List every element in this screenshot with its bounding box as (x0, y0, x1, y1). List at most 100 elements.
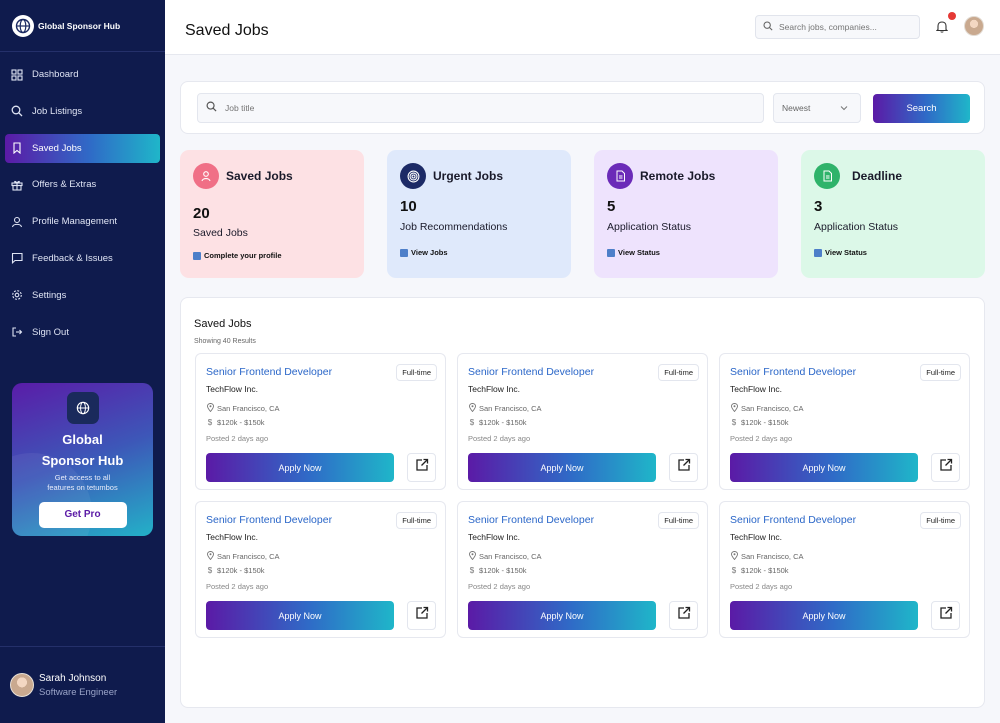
stat-card-remote-jobs: Remote Jobs 5 Application Status View St… (594, 150, 778, 278)
search-button[interactable]: Search (873, 94, 970, 123)
salary-text: $120k - $150k (479, 566, 527, 575)
arrow-box-icon (400, 248, 408, 257)
stat-value: 20 (193, 205, 210, 222)
stat-link[interactable]: Complete your profile (193, 251, 351, 260)
job-title-link[interactable]: Senior Frontend Developer (206, 514, 333, 526)
stat-link[interactable]: View Status (814, 248, 972, 257)
location-text: San Francisco, CA (217, 404, 280, 413)
job-salary: $ $120k - $150k (730, 566, 789, 575)
job-title-link[interactable]: Senior Frontend Developer (730, 514, 857, 526)
location-text: San Francisco, CA (479, 404, 542, 413)
dollar-icon: $ (207, 418, 213, 427)
job-title-link[interactable]: Senior Frontend Developer (468, 366, 595, 378)
posted-date: Posted 2 days ago (206, 434, 269, 443)
sidebar-item-settings[interactable]: Settings (5, 281, 160, 310)
section-title: Saved Jobs (194, 318, 252, 330)
sidebar-item-feedback-issues[interactable]: Feedback & Issues (5, 244, 160, 273)
sidebar-item-dashboard[interactable]: Dashboard (5, 60, 160, 89)
bell-icon[interactable] (935, 20, 950, 34)
global-search[interactable] (755, 15, 920, 39)
get-pro-button[interactable]: Get Pro (38, 502, 127, 528)
bookmark-icon (11, 142, 23, 155)
job-type-badge: Full-time (920, 364, 961, 381)
apply-now-button[interactable]: Apply Now (468, 601, 656, 630)
promo-text: Get access to all features on tetumbos (12, 473, 153, 493)
stat-link[interactable]: View Status (607, 248, 765, 257)
stat-link-label: View Status (825, 248, 867, 257)
sidebar-item-sign-out[interactable]: Sign Out (5, 318, 160, 347)
salary-text: $120k - $150k (479, 418, 527, 427)
sidebar-item-label: Offers & Extras (32, 179, 97, 191)
job-card[interactable]: Senior Frontend Developer Full-time Tech… (457, 353, 708, 490)
sort-select[interactable]: Newest (773, 93, 861, 123)
external-link-button[interactable] (669, 601, 698, 630)
promo-title-line: Sponsor Hub (41, 453, 124, 468)
brand[interactable]: Global Sponsor Hub (0, 0, 165, 52)
stat-card-urgent-jobs: Urgent Jobs 10 Job Recommendations View … (387, 150, 571, 278)
job-card[interactable]: Senior Frontend Developer Full-time Tech… (719, 501, 970, 638)
job-type-badge: Full-time (658, 512, 699, 529)
sign-out-icon (11, 326, 23, 338)
sidebar-item-label: Feedback & Issues (32, 252, 113, 264)
external-link-button[interactable] (407, 453, 436, 482)
user-profile[interactable]: Sarah Johnson Software Engineer (0, 646, 165, 723)
external-link-button[interactable] (407, 601, 436, 630)
user-name: Sarah Johnson (39, 672, 107, 684)
external-link-button[interactable] (931, 601, 960, 630)
external-link-icon (939, 606, 953, 625)
apply-now-button[interactable]: Apply Now (206, 601, 394, 630)
job-title-input[interactable] (225, 103, 725, 113)
page-title: Saved Jobs (185, 22, 269, 39)
job-title-link[interactable]: Senior Frontend Developer (206, 366, 333, 378)
global-search-input[interactable] (779, 22, 909, 32)
notification-dot (948, 12, 956, 20)
stat-link[interactable]: View Jobs (400, 248, 558, 257)
external-link-button[interactable] (931, 453, 960, 482)
job-title-link[interactable]: Senior Frontend Developer (468, 514, 595, 526)
apply-now-button[interactable]: Apply Now (468, 453, 656, 482)
location-pin-icon (206, 403, 214, 414)
job-card[interactable]: Senior Frontend Developer Full-time Tech… (719, 353, 970, 490)
sidebar-item-saved-jobs[interactable]: Saved Jobs (5, 133, 160, 163)
sidebar-item-job-listings[interactable]: Job Listings (5, 97, 160, 126)
user-role: Software Engineer (39, 686, 118, 698)
posted-date: Posted 2 days ago (468, 434, 531, 443)
brand-name: Global Sponsor Hub (38, 20, 121, 31)
company-name: TechFlow Inc. (730, 384, 782, 394)
apply-now-button[interactable]: Apply Now (206, 453, 394, 482)
apply-now-button[interactable]: Apply Now (730, 601, 918, 630)
salary-text: $120k - $150k (741, 566, 789, 575)
company-name: TechFlow Inc. (468, 532, 520, 542)
job-location: San Francisco, CA (730, 551, 804, 562)
stat-subtitle: Saved Jobs (193, 227, 248, 239)
job-title-link[interactable]: Senior Frontend Developer (730, 366, 857, 378)
sidebar-nav: Dashboard Job Listings Saved Jobs Offers… (0, 60, 165, 347)
globe-logo-icon (12, 14, 34, 37)
posted-date: Posted 2 days ago (730, 582, 793, 591)
job-type-badge: Full-time (396, 512, 437, 529)
stat-link-label: Complete your profile (204, 251, 282, 260)
job-title-search[interactable] (197, 93, 764, 123)
stat-title: Remote Jobs (640, 169, 716, 183)
salary-text: $120k - $150k (217, 566, 265, 575)
job-location: San Francisco, CA (206, 403, 280, 414)
external-link-button[interactable] (669, 453, 698, 482)
job-card[interactable]: Senior Frontend Developer Full-time Tech… (457, 501, 708, 638)
user-icon (193, 163, 219, 189)
sidebar-item-label: Settings (32, 289, 67, 301)
sidebar-item-label: Saved Jobs (32, 142, 82, 154)
search-icon (763, 18, 773, 36)
job-card[interactable]: Senior Frontend Developer Full-time Tech… (195, 353, 446, 490)
sort-value: Newest (782, 103, 811, 113)
sidebar-item-profile-management[interactable]: Profile Management (5, 207, 160, 236)
sidebar-item-offers-extras[interactable]: Offers & Extras (5, 170, 160, 199)
stat-link-label: View Jobs (411, 248, 448, 257)
avatar[interactable] (964, 16, 984, 36)
job-card[interactable]: Senior Frontend Developer Full-time Tech… (195, 501, 446, 638)
promo-text-line: Get access to all (54, 473, 111, 482)
apply-now-button[interactable]: Apply Now (730, 453, 918, 482)
job-salary: $ $120k - $150k (206, 566, 265, 575)
stat-value: 3 (814, 198, 823, 215)
job-salary: $ $120k - $150k (206, 418, 265, 427)
sidebar-item-label: Job Listings (32, 105, 83, 117)
